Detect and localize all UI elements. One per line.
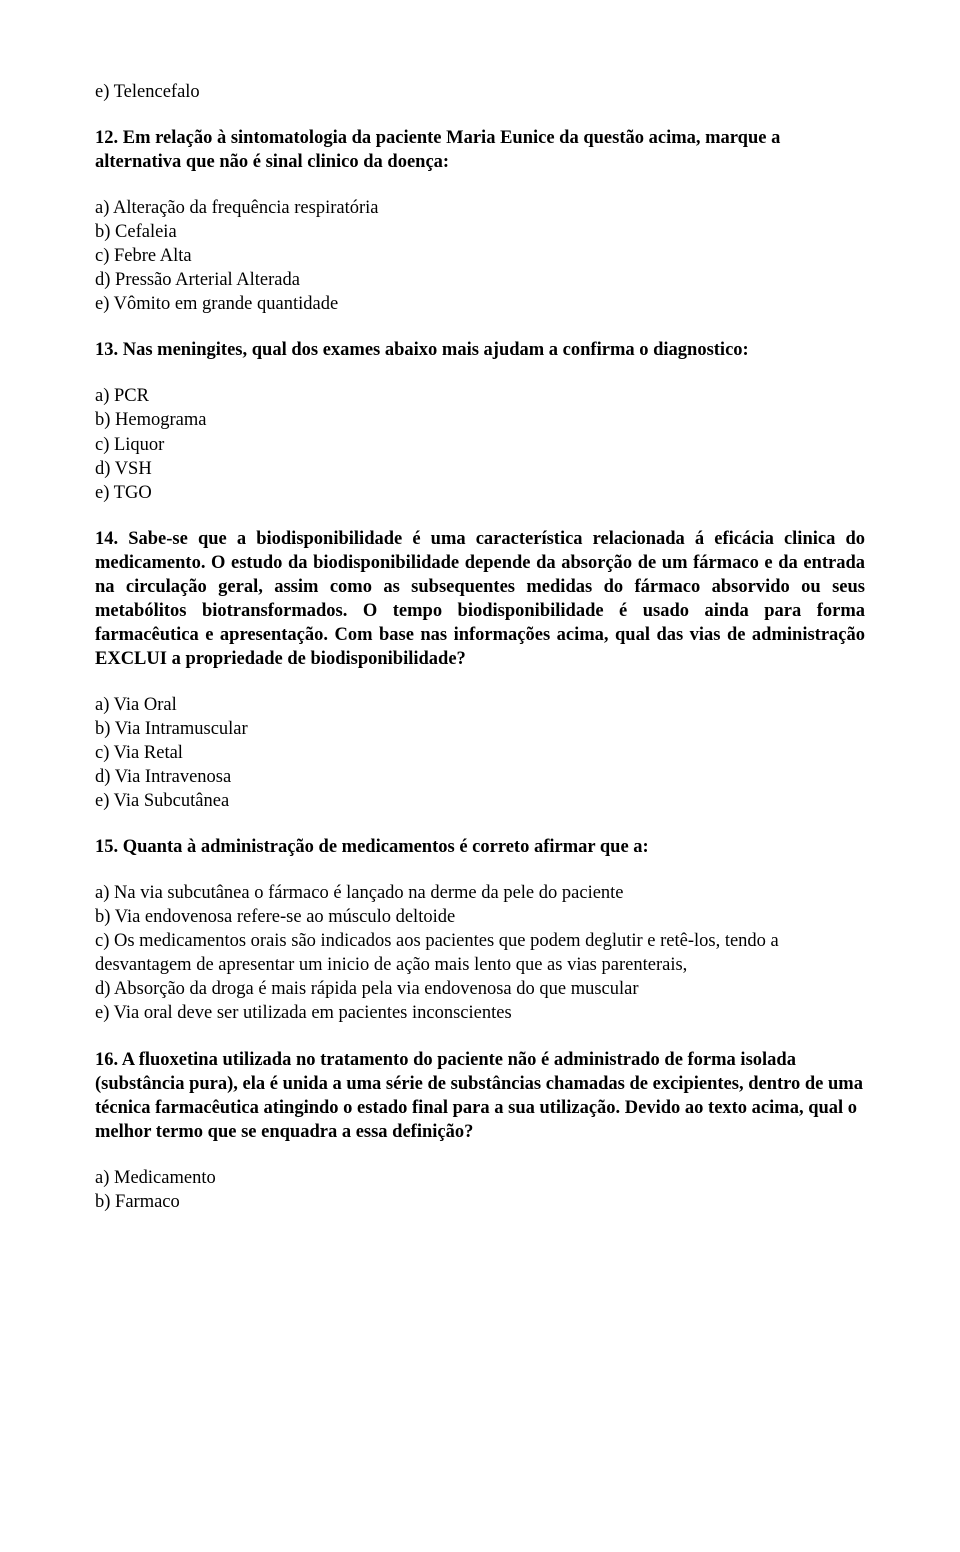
q14-option-d: d) Via Intravenosa xyxy=(95,765,865,789)
q13-options: a) PCR b) Hemograma c) Liquor d) VSH e) … xyxy=(95,384,865,504)
q14-options: a) Via Oral b) Via Intramuscular c) Via … xyxy=(95,693,865,813)
q16-option-a: a) Medicamento xyxy=(95,1166,865,1190)
q12-option-b: b) Cefaleia xyxy=(95,220,865,244)
q13-option-e: e) TGO xyxy=(95,481,865,505)
q12-option-e: e) Vômito em grande quantidade xyxy=(95,292,865,316)
q12-title: 12. Em relação à sintomatologia da pacie… xyxy=(95,126,865,174)
q13-option-d: d) VSH xyxy=(95,457,865,481)
q15-option-d: d) Absorção da droga é mais rápida pela … xyxy=(95,977,865,1001)
q16-title: 16. A fluoxetina utilizada no tratamento… xyxy=(95,1048,865,1144)
q13-option-c: c) Liquor xyxy=(95,433,865,457)
q14-option-e: e) Via Subcutânea xyxy=(95,789,865,813)
q13-option-a: a) PCR xyxy=(95,384,865,408)
q13-title: 13. Nas meningites, qual dos exames abai… xyxy=(95,338,865,362)
q12-option-d: d) Pressão Arterial Alterada xyxy=(95,268,865,292)
q11-options-tail: e) Telencefalo xyxy=(95,80,865,104)
q14-title: 14. Sabe-se que a biodisponibilidade é u… xyxy=(95,527,865,671)
q12-option-c: c) Febre Alta xyxy=(95,244,865,268)
q15-title: 15. Quanta à administração de medicament… xyxy=(95,835,865,859)
q11-option-e: e) Telencefalo xyxy=(95,80,865,104)
q15-options: a) Na via subcutânea o fármaco é lançado… xyxy=(95,881,865,1025)
q12-options: a) Alteração da frequência respiratória … xyxy=(95,196,865,316)
q14-option-b: b) Via Intramuscular xyxy=(95,717,865,741)
q15-option-a: a) Na via subcutânea o fármaco é lançado… xyxy=(95,881,865,905)
q16-option-b: b) Farmaco xyxy=(95,1190,865,1214)
q16-options: a) Medicamento b) Farmaco xyxy=(95,1166,865,1214)
q15-option-c: c) Os medicamentos orais são indicados a… xyxy=(95,929,865,977)
q14-option-c: c) Via Retal xyxy=(95,741,865,765)
q14-option-a: a) Via Oral xyxy=(95,693,865,717)
q12-option-a: a) Alteração da frequência respiratória xyxy=(95,196,865,220)
q15-option-e: e) Via oral deve ser utilizada em pacien… xyxy=(95,1001,865,1025)
q15-option-b: b) Via endovenosa refere-se ao músculo d… xyxy=(95,905,865,929)
q13-option-b: b) Hemograma xyxy=(95,408,865,432)
